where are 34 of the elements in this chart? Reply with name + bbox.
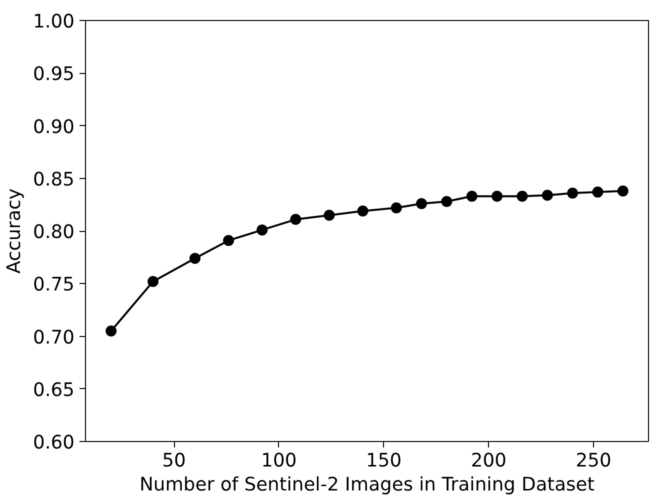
point bbox=[106, 325, 117, 336]
y-tick-label: 0.60 bbox=[32, 432, 75, 454]
point bbox=[357, 206, 368, 216]
x-tick-label: 50 bbox=[162, 450, 186, 472]
y-tick-label: 0.90 bbox=[32, 116, 75, 138]
point bbox=[542, 190, 553, 201]
point bbox=[617, 186, 628, 196]
y-tick-label: 0.70 bbox=[32, 327, 75, 348]
y-tick-label: 0.85 bbox=[32, 169, 75, 190]
point bbox=[223, 234, 234, 246]
point bbox=[390, 202, 402, 214]
point bbox=[148, 276, 159, 288]
x-tick-label: 250 bbox=[576, 450, 612, 472]
point bbox=[189, 252, 200, 264]
point bbox=[441, 196, 452, 208]
y-tick-label: 0.95 bbox=[32, 64, 75, 86]
point bbox=[416, 198, 428, 210]
y-axis-title: Accuracy bbox=[4, 188, 25, 274]
point bbox=[492, 190, 503, 202]
point bbox=[516, 190, 528, 202]
y-tick-label: 0.80 bbox=[32, 222, 75, 243]
x-tick-label: 200 bbox=[470, 450, 506, 472]
x-tick-label: 150 bbox=[366, 450, 402, 472]
y-tick-label: 0.65 bbox=[32, 380, 75, 401]
point bbox=[466, 190, 478, 202]
point bbox=[324, 210, 335, 221]
x-tick-label: 100 bbox=[261, 450, 297, 472]
y-tick-label: 0.75 bbox=[32, 274, 75, 296]
point bbox=[592, 186, 604, 198]
y-tick-label: 1.00 bbox=[32, 12, 75, 32]
point bbox=[567, 188, 578, 199]
point bbox=[256, 224, 268, 236]
point bbox=[290, 214, 302, 225]
x-axis-title: Number of Sentinel-2 Images in Training Dataset bbox=[139, 474, 595, 496]
